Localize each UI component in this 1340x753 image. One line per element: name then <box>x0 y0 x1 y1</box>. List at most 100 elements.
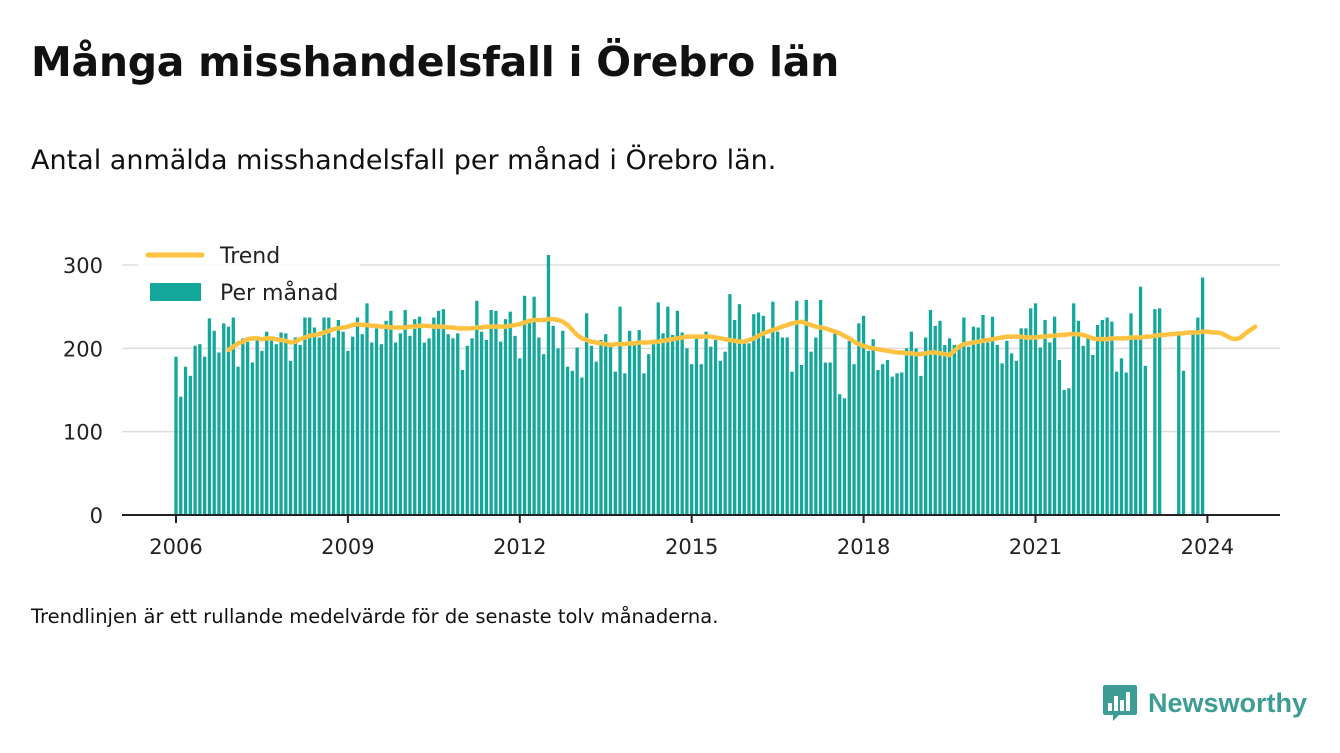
x-tick-label: 2009 <box>321 535 374 559</box>
bar <box>709 346 713 515</box>
bar <box>604 334 608 515</box>
bar <box>809 351 813 515</box>
bar <box>933 325 937 515</box>
bar <box>990 316 995 515</box>
bar <box>436 310 441 515</box>
bar <box>742 340 746 515</box>
brand[interactable]: Newsworthy <box>1102 683 1307 723</box>
bar <box>193 345 197 515</box>
bar <box>666 306 670 515</box>
bar <box>694 335 699 515</box>
bar <box>470 338 474 515</box>
bar <box>771 301 775 515</box>
bar <box>713 340 718 515</box>
chart-subtitle: Antal anmälda misshandelsfall per månad … <box>31 145 777 176</box>
bar <box>465 345 469 515</box>
bar <box>1095 325 1100 515</box>
bar <box>943 345 947 515</box>
chart-title: Många misshandelsfall i Örebro län <box>31 38 839 86</box>
bar <box>685 348 689 515</box>
bar <box>527 320 531 515</box>
bar <box>1200 277 1205 515</box>
bar <box>690 364 694 515</box>
bar <box>365 303 369 515</box>
trend-series <box>226 316 1258 358</box>
bar <box>537 337 541 515</box>
bar <box>995 345 999 515</box>
bar <box>799 365 804 515</box>
bar <box>370 342 374 515</box>
x-tick-label: 2024 <box>1181 535 1234 559</box>
bar <box>374 328 379 515</box>
bar <box>456 333 460 515</box>
bar <box>331 337 336 515</box>
bar <box>637 330 641 515</box>
bar <box>661 333 665 515</box>
bar <box>1086 335 1090 515</box>
bar <box>575 347 579 515</box>
bar <box>909 331 913 515</box>
bar <box>484 340 489 515</box>
bar <box>475 300 479 515</box>
y-tick-label: 0 <box>90 504 103 528</box>
bar <box>680 332 684 515</box>
bar <box>222 323 226 515</box>
newsworthy-logo-icon <box>1103 685 1137 721</box>
bar <box>570 370 574 515</box>
bar <box>1067 388 1071 515</box>
bar <box>733 320 737 515</box>
bar <box>818 300 823 515</box>
bar <box>962 317 966 515</box>
bar <box>551 325 555 515</box>
bar <box>838 394 842 515</box>
bar <box>895 373 899 515</box>
bar <box>823 362 828 515</box>
bar <box>957 345 961 515</box>
legend-swatch-per-manad <box>150 283 201 301</box>
bar <box>489 310 493 515</box>
bar <box>785 337 789 515</box>
bar <box>203 356 207 515</box>
bar <box>1081 345 1085 515</box>
bar <box>1177 332 1181 515</box>
bar <box>341 331 345 515</box>
x-tick-label: 2006 <box>149 535 202 559</box>
bar <box>1048 342 1052 515</box>
bar <box>804 300 808 515</box>
bar <box>236 366 240 515</box>
bar <box>756 312 761 515</box>
bar <box>217 352 221 515</box>
bar <box>919 375 923 515</box>
y-tick-label: 200 <box>63 337 103 361</box>
bar <box>479 331 484 515</box>
bar <box>398 333 403 515</box>
bar <box>565 366 570 515</box>
bar <box>861 315 866 515</box>
bar <box>780 337 785 515</box>
bar <box>1191 331 1195 515</box>
bar <box>174 356 178 515</box>
bar <box>1143 365 1147 515</box>
bar <box>417 316 422 515</box>
bar <box>1158 308 1162 515</box>
bar <box>231 317 235 515</box>
bar <box>250 362 255 515</box>
bar <box>885 360 890 515</box>
bar <box>427 338 431 515</box>
bar <box>976 327 980 515</box>
bar <box>279 332 283 515</box>
bar <box>503 319 508 515</box>
bar <box>183 366 188 515</box>
bar <box>790 371 794 515</box>
bar <box>924 337 928 515</box>
bar <box>857 323 861 515</box>
trend-line <box>226 316 1258 358</box>
bar <box>327 317 331 515</box>
bar <box>265 331 269 515</box>
bar <box>1076 320 1081 515</box>
bar <box>408 335 412 515</box>
bar <box>752 314 756 515</box>
bar <box>317 337 321 515</box>
bar <box>179 396 183 515</box>
x-tick-label: 2012 <box>493 535 546 559</box>
